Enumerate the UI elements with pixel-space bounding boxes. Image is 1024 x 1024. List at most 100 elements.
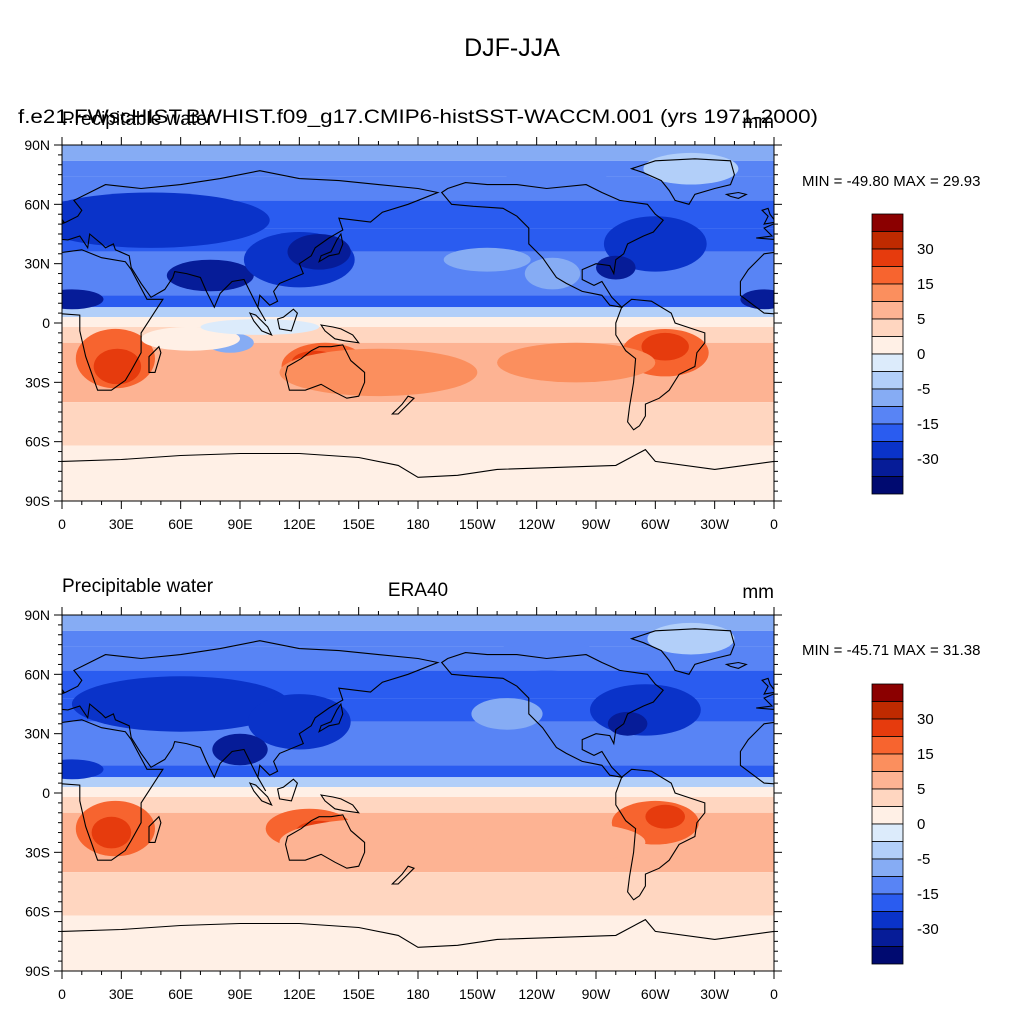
colorbar-label: 15 — [917, 276, 934, 293]
colorbar-label: 30 — [917, 711, 934, 728]
colorbar-swatch — [871, 318, 904, 337]
coastline-greenland — [629, 628, 735, 675]
colorbar-swatch — [871, 771, 904, 790]
contour-region — [596, 255, 636, 280]
coastline-samerica — [615, 768, 706, 901]
contour-band — [62, 872, 774, 916]
colorbar-swatch — [871, 893, 904, 912]
contour-region — [643, 152, 739, 185]
contour-region — [505, 164, 608, 197]
colorbar-label: 5 — [917, 311, 925, 328]
lon-tick-label: 180 — [406, 986, 430, 1002]
coastline-namerica — [440, 182, 664, 309]
coastline-australia — [284, 344, 366, 399]
colorbar-swatch — [871, 928, 904, 947]
axis-ticks: 90N 60N 30N 0 30S 60S 90S 0 30E 60E 90E 120E 150E 180… — [24, 137, 782, 532]
colorbar-swatch — [871, 248, 904, 267]
lon-tick-label: 0 — [58, 986, 66, 1002]
coastline-antarctica — [62, 448, 774, 478]
lon-tick-label: 150E — [342, 986, 375, 1002]
contour-band — [62, 765, 774, 778]
colorbar-swatch — [871, 736, 904, 755]
colorbar-swatch — [871, 458, 904, 477]
colorbar-swatch — [871, 946, 904, 965]
coastline-borneo — [276, 308, 299, 332]
lon-tick-label: 30W — [700, 986, 730, 1002]
lon-tick-label: 60E — [168, 986, 193, 1002]
coastlines — [62, 158, 774, 478]
lon-tick-label: 90E — [228, 516, 253, 532]
colorbar-swatch — [871, 213, 904, 232]
colorbar-swatch — [871, 231, 904, 250]
contour-field — [62, 615, 774, 971]
lon-tick-label: 0 — [770, 516, 778, 532]
panel-units: mm — [742, 112, 774, 133]
lat-tick-label: 30N — [24, 256, 50, 272]
coastline-antarctica — [62, 918, 774, 948]
colorbar-swatch — [871, 301, 904, 320]
contour-region — [647, 622, 735, 655]
contour-band — [62, 307, 774, 318]
contour-band — [62, 445, 774, 501]
contour-region — [287, 234, 351, 270]
contour-region — [497, 342, 656, 383]
colorbar-swatch — [871, 441, 904, 460]
coastline-iceland — [724, 191, 748, 199]
coastline-samerica — [615, 298, 706, 431]
coastline-madagascar — [148, 815, 162, 843]
contour-region — [603, 216, 707, 272]
map-panel-reanalysis: Precipitable water ERA40 mm 90N60N30N030… — [24, 576, 980, 1002]
lon-tick-label: 0 — [770, 986, 778, 1002]
colorbar-swatch — [871, 876, 904, 895]
lon-tick-label: 30W — [700, 516, 730, 532]
contour-region — [93, 348, 142, 385]
colorbar-swatch — [871, 858, 904, 877]
colorbar-swatch — [871, 911, 904, 930]
colorbar-swatch — [871, 823, 904, 842]
contour-region — [71, 676, 290, 732]
contour-region — [740, 289, 774, 310]
lon-tick-label: 60E — [168, 516, 193, 532]
lat-tick-label: 60N — [24, 666, 50, 682]
contour-region — [247, 694, 351, 750]
panel-center-title: ERA40 — [388, 580, 448, 601]
contour-band — [62, 915, 774, 971]
panel-units: mm — [742, 582, 774, 603]
coastline-eurasia — [62, 640, 440, 792]
colorbar-label: 15 — [917, 746, 934, 763]
coastline-eurasia — [62, 170, 440, 322]
lon-tick-label: 180 — [406, 516, 430, 532]
contour-region — [279, 818, 478, 867]
contour-region — [141, 326, 241, 351]
colorbar-label: 0 — [917, 346, 925, 363]
contour-region — [487, 822, 646, 863]
colorbar-label: -5 — [917, 381, 930, 398]
coastline-sumatra — [248, 782, 273, 806]
colorbar-swatch — [871, 388, 904, 407]
coastline-greenland — [629, 158, 735, 205]
colorbar-swatch — [871, 841, 904, 860]
lon-tick-label: 90E — [228, 986, 253, 1002]
lon-tick-label: 30E — [109, 986, 134, 1002]
panel-stats: MIN = -45.71 MAX = 31.38 — [802, 642, 980, 659]
lat-tick-label: 90N — [24, 137, 50, 153]
coastline-japan — [318, 702, 344, 733]
lon-tick-label: 120W — [518, 986, 555, 1002]
figure-title: DJF-JJA — [464, 34, 560, 62]
colorbar-swatch — [871, 353, 904, 372]
lat-tick-label: 90S — [25, 963, 50, 979]
coastline-borneo — [276, 778, 299, 802]
contour-band — [62, 295, 774, 308]
coastline-africa — [62, 249, 164, 391]
colorbar: 30 15 5 0 -5 -15 -30 — [871, 683, 939, 965]
contour-band — [62, 615, 774, 631]
lat-tick-label: 0 — [42, 785, 50, 801]
contour-region — [91, 816, 132, 849]
colorbar-swatch — [871, 406, 904, 425]
lat-tick-label: 30S — [25, 374, 50, 390]
lat-tick-label: 0 — [42, 315, 50, 331]
contour-region — [645, 804, 685, 829]
colorbar-label: -15 — [917, 886, 939, 903]
contour-region — [524, 257, 581, 290]
